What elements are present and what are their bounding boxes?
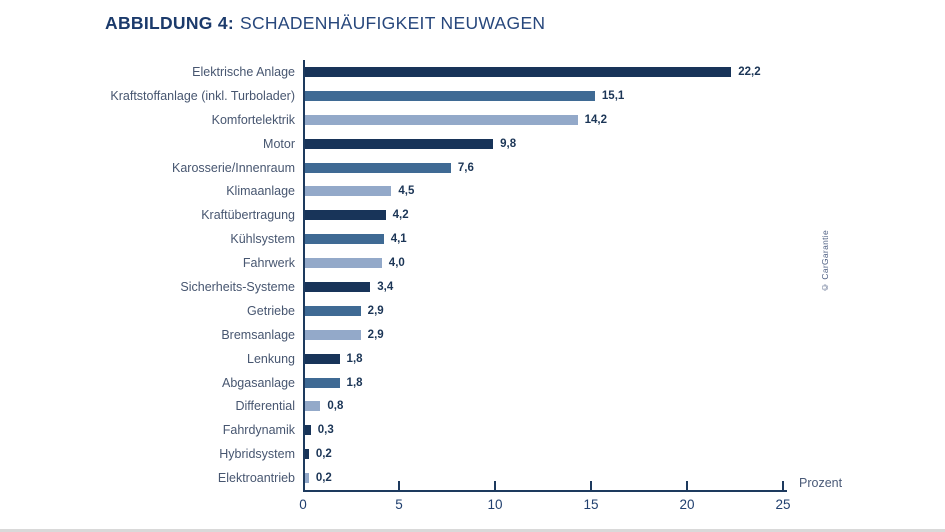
value-label: 7,6 [457, 161, 474, 174]
value-label: 1,8 [346, 376, 363, 389]
value-label: 3,4 [377, 280, 394, 293]
chart-row: Kühlsystem 4,1 [0, 227, 945, 251]
x-axis-tick-label: 0 [299, 497, 307, 512]
value-label: 4,0 [388, 257, 405, 270]
bar [305, 473, 309, 484]
chart-row: Bremsanlage 2,9 [0, 323, 945, 347]
bar [305, 114, 578, 125]
x-axis-tick-label: 15 [583, 497, 599, 512]
chart-title-text: SCHADENHÄUFIGKEIT NEUWAGEN [240, 13, 546, 33]
chart-row: Hybridsystem 0,2 [0, 442, 945, 466]
category-label: Kraftstoffanlage (inkl. Turbolader) [110, 88, 295, 103]
chart-row: Kraftübertragung 4,2 [0, 203, 945, 227]
x-axis-tick [782, 481, 784, 490]
chart-row: Lenkung 1,8 [0, 347, 945, 371]
chart-row: Fahrdynamik 0,3 [0, 418, 945, 442]
chart-row: Abgasanlage 1,8 [0, 371, 945, 395]
category-label: Elektroantrieb [217, 471, 295, 486]
bar [305, 90, 595, 101]
bar [305, 162, 451, 173]
bar [305, 138, 494, 149]
bar [305, 186, 392, 197]
bar-chart: Elektrische Anlage 22,2 Kraftstoffanlage (… [0, 60, 945, 490]
category-label: Fahrwerk [242, 256, 295, 271]
bar [305, 377, 340, 388]
bar [305, 66, 732, 77]
category-label: Sicherheits-Systeme [180, 279, 295, 294]
value-label: 0,3 [317, 424, 334, 437]
value-label: 22,2 [738, 65, 761, 78]
value-label: 14,2 [584, 113, 608, 126]
x-axis-tick-label: 25 [775, 497, 791, 512]
bar [305, 353, 340, 364]
chart-row: Fahrwerk 4,0 [0, 251, 945, 275]
x-axis-tick-label: 5 [395, 497, 403, 512]
value-label: 9,8 [500, 137, 517, 150]
category-label: Kühlsystem [230, 232, 295, 247]
value-label: 1,8 [346, 352, 363, 365]
chart-row: Sicherheits-Systeme 3,4 [0, 275, 945, 299]
category-label: Bremsanlage [221, 327, 295, 342]
bar [305, 281, 371, 292]
x-axis-tick-label: 20 [679, 497, 695, 512]
value-label: 4,5 [398, 185, 415, 198]
chart-row: Klimaanlage 4,5 [0, 179, 945, 203]
bar [305, 401, 321, 412]
category-label: Karosserie/Innenraum [172, 160, 295, 175]
chart-row: Getriebe 2,9 [0, 299, 945, 323]
category-label: Kraftübertragung [201, 208, 295, 223]
category-label: Lenkung [247, 351, 295, 366]
bar [305, 425, 311, 436]
chart-row: Elektrische Anlage 22,2 [0, 60, 945, 84]
value-label: 4,2 [392, 209, 409, 222]
bar [305, 305, 361, 316]
x-axis-unit-label: Prozent [799, 476, 843, 490]
bar [305, 329, 361, 340]
value-label: 15,1 [601, 89, 625, 102]
category-label: Komfortelektrik [211, 112, 295, 127]
chart-row: Karosserie/Innenraum 7,6 [0, 156, 945, 180]
bar [305, 210, 386, 221]
category-label: Fahrdynamik [222, 423, 295, 438]
chart-row: Kraftstoffanlage (inkl. Turbolader) 15,1 [0, 84, 945, 108]
bar [305, 234, 384, 245]
bar [305, 258, 382, 269]
x-axis-tick [590, 481, 592, 490]
copyright-watermark: © CarGarantie [820, 230, 830, 293]
chart-row: Elektroantrieb 0,2 [0, 466, 945, 490]
x-axis-tick-label: 10 [487, 497, 503, 512]
value-label: 0,2 [315, 448, 332, 461]
chart-row: Komfortelektrik 14,2 [0, 108, 945, 132]
category-label: Hybridsystem [219, 447, 295, 462]
value-label: 2,9 [367, 328, 384, 341]
category-label: Abgasanlage [222, 375, 295, 390]
category-label: Klimaanlage [226, 184, 295, 199]
chart-row: Differential 0,8 [0, 394, 945, 418]
category-label: Getriebe [247, 303, 295, 318]
x-axis-tick [686, 481, 688, 490]
category-label: Elektrische Anlage [192, 64, 295, 79]
page-bottom-edge [0, 529, 945, 532]
x-axis-tick [398, 481, 400, 490]
y-axis-line [303, 60, 305, 490]
value-label: 2,9 [367, 304, 384, 317]
category-label: Differential [235, 399, 295, 414]
value-label: 0,2 [315, 472, 332, 485]
category-label: Motor [263, 136, 295, 151]
x-axis-tick-labels: 0 5 10 15 20 25 [299, 497, 823, 517]
chart-title: ABBILDUNG 4: SCHADENHÄUFIGKEIT NEUWAGEN [105, 13, 545, 34]
x-axis-line [303, 481, 787, 492]
chart-row: Motor 9,8 [0, 132, 945, 156]
value-label: 0,8 [327, 400, 344, 413]
bar [305, 449, 309, 460]
x-axis-tick [494, 481, 496, 490]
value-label: 4,1 [390, 233, 407, 246]
chart-title-prefix: ABBILDUNG 4: [105, 13, 235, 33]
